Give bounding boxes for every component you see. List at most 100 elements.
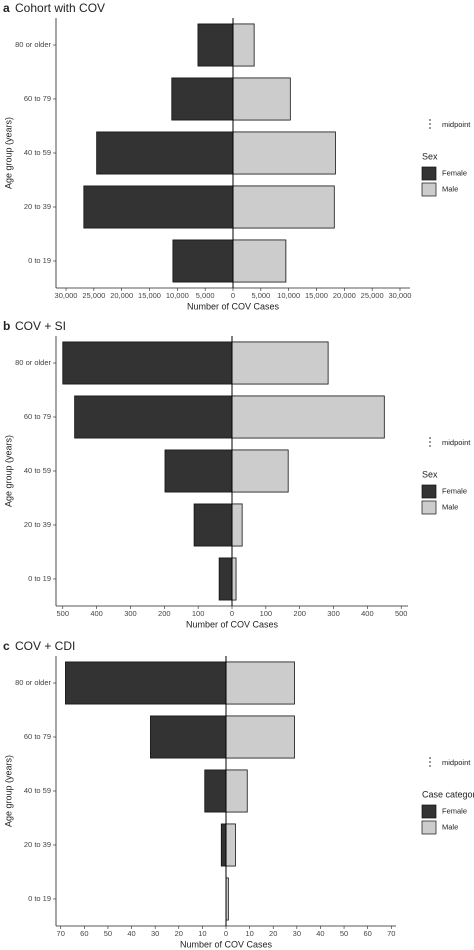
y-tick-label: 80 or older xyxy=(15,40,51,49)
bar xyxy=(65,661,227,705)
bar xyxy=(171,77,234,121)
legend-title: Sex xyxy=(422,151,438,161)
y-tick-label: 60 to 79 xyxy=(24,94,51,103)
bar xyxy=(197,23,234,67)
bar xyxy=(172,239,234,283)
bar xyxy=(204,769,227,813)
chart-title: COV + CDI xyxy=(15,639,75,653)
legend-swatch xyxy=(421,182,437,197)
x-tick-label: 300 xyxy=(124,609,137,618)
x-tick-label: 20,000 xyxy=(110,291,133,300)
x-axis-title: Number of COV Cases xyxy=(180,939,273,949)
y-tick-label: 80 or older xyxy=(15,358,51,367)
bar xyxy=(220,823,227,867)
x-tick-label: 40 xyxy=(316,929,324,938)
legend-swatch xyxy=(421,804,437,819)
x-tick-label: 40 xyxy=(127,929,135,938)
y-tick-label: 0 to 19 xyxy=(28,894,51,903)
x-tick-label: 15,000 xyxy=(305,291,328,300)
x-tick-label: 10 xyxy=(198,929,206,938)
bar xyxy=(231,395,385,439)
legend-label: Male xyxy=(442,502,458,511)
x-tick-label: 0 xyxy=(224,929,228,938)
bar xyxy=(74,395,233,439)
bar xyxy=(225,769,248,813)
bar xyxy=(83,185,234,229)
legend-label: Female xyxy=(442,806,467,815)
bar xyxy=(96,131,234,175)
bar xyxy=(232,77,291,121)
legend-swatch xyxy=(421,500,437,515)
legend-swatch xyxy=(421,484,437,499)
bar xyxy=(62,341,233,385)
x-tick-label: 50 xyxy=(104,929,112,938)
legend-title: Case category xyxy=(422,789,474,799)
y-tick-label: 20 to 39 xyxy=(24,520,51,529)
y-tick-label: 0 to 19 xyxy=(28,574,51,583)
x-tick-label: 60 xyxy=(80,929,88,938)
x-tick-label: 100 xyxy=(192,609,205,618)
x-tick-label: 5,000 xyxy=(251,291,270,300)
x-tick-label: 20 xyxy=(269,929,277,938)
x-tick-label: 30 xyxy=(293,929,301,938)
x-tick-label: 30,000 xyxy=(55,291,78,300)
bar xyxy=(164,449,233,493)
x-tick-label: 15,000 xyxy=(138,291,161,300)
legend-title: Sex xyxy=(422,469,438,479)
x-tick-label: 25,000 xyxy=(361,291,384,300)
bar xyxy=(225,715,295,759)
x-tick-label: 70 xyxy=(57,929,65,938)
bar xyxy=(232,131,336,175)
midpoint-label: midpoint xyxy=(442,758,471,767)
midpoint-label: midpoint xyxy=(442,438,471,447)
panel-label: c xyxy=(3,639,10,653)
bar xyxy=(231,341,329,385)
midpoint-label: midpoint xyxy=(442,120,471,129)
y-tick-label: 40 to 59 xyxy=(24,786,51,795)
x-tick-label: 20 xyxy=(175,929,183,938)
y-axis-title: Age group (years) xyxy=(3,117,13,189)
legend-label: Female xyxy=(442,486,467,495)
y-tick-label: 20 to 39 xyxy=(24,840,51,849)
x-tick-label: 0 xyxy=(231,291,235,300)
x-tick-label: 400 xyxy=(90,609,103,618)
bar xyxy=(232,23,255,67)
bar xyxy=(193,503,233,547)
legend-swatch xyxy=(421,820,437,835)
y-axis-title: Age group (years) xyxy=(3,435,13,507)
x-tick-label: 30 xyxy=(151,929,159,938)
y-tick-label: 20 to 39 xyxy=(24,202,51,211)
x-tick-label: 300 xyxy=(327,609,340,618)
y-tick-label: 60 to 79 xyxy=(24,412,51,421)
legend-label: Male xyxy=(442,184,458,193)
x-tick-label: 500 xyxy=(57,609,70,618)
chart-title: COV + SI xyxy=(15,319,66,333)
y-tick-label: 40 to 59 xyxy=(24,466,51,475)
bar xyxy=(218,557,233,601)
legend-label: Male xyxy=(442,822,458,831)
x-tick-label: 30,000 xyxy=(389,291,412,300)
bar xyxy=(232,239,287,283)
x-tick-label: 5,000 xyxy=(196,291,215,300)
x-tick-label: 10,000 xyxy=(166,291,189,300)
bar xyxy=(225,823,236,867)
chart-title: Cohort with COV xyxy=(15,1,105,15)
x-axis-title: Number of COV Cases xyxy=(186,619,279,629)
legend-swatch xyxy=(421,166,437,181)
x-tick-label: 25,000 xyxy=(82,291,105,300)
x-tick-label: 20,000 xyxy=(333,291,356,300)
bar xyxy=(225,661,295,705)
x-tick-label: 10 xyxy=(245,929,253,938)
x-tick-label: 100 xyxy=(260,609,273,618)
x-tick-label: 200 xyxy=(293,609,306,618)
y-axis-title: Age group (years) xyxy=(3,755,13,827)
x-tick-label: 60 xyxy=(363,929,371,938)
y-tick-label: 40 to 59 xyxy=(24,148,51,157)
bar xyxy=(231,557,237,601)
bar xyxy=(231,503,243,547)
x-axis-title: Number of COV Cases xyxy=(187,301,280,311)
y-tick-label: 0 to 19 xyxy=(28,256,51,265)
y-tick-label: 60 to 79 xyxy=(24,732,51,741)
bar xyxy=(150,715,227,759)
